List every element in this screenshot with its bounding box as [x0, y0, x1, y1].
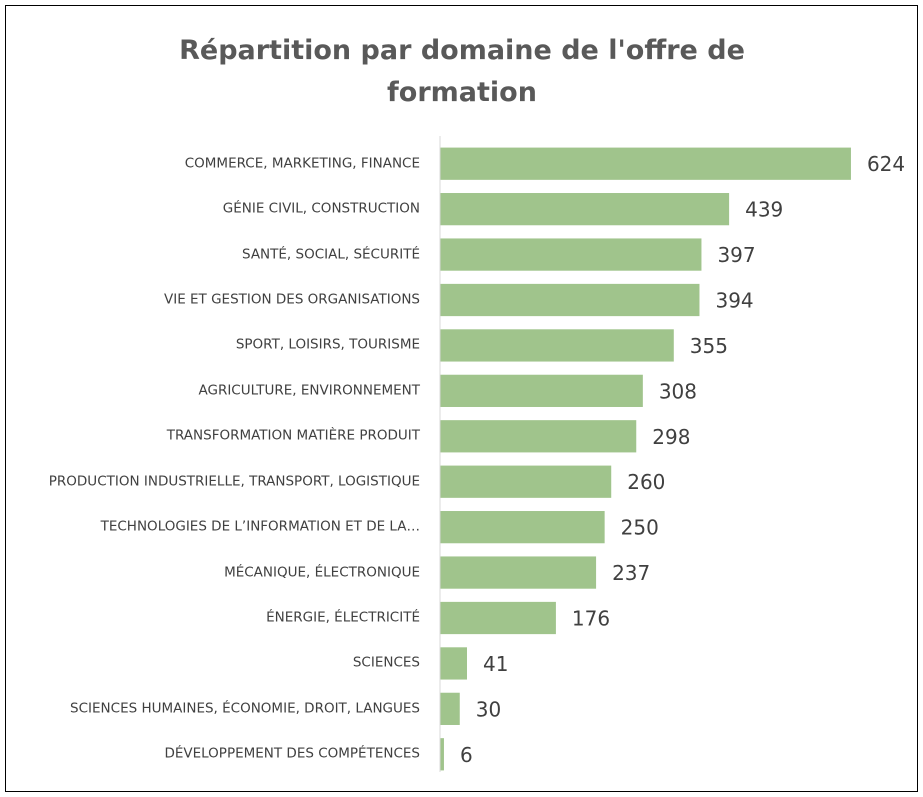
category-label: AGRICULTURE, ENVIRONNEMENT [198, 382, 420, 399]
category-label: ÉNERGIE, ÉLECTRICITÉ [266, 609, 420, 626]
category-label: DÉVELOPPEMENT DES COMPÉTENCES [164, 745, 420, 762]
bar [440, 374, 643, 407]
data-label: 439 [745, 198, 783, 222]
bar [440, 511, 605, 544]
data-label: 41 [483, 652, 508, 676]
bar [440, 556, 597, 589]
data-label: 6 [460, 743, 473, 767]
category-label: SCIENCES HUMAINES, ÉCONOMIE, DROIT, LANG… [70, 700, 420, 717]
bar [440, 420, 637, 453]
category-label: VIE ET GESTION DES ORGANISATIONS [163, 291, 420, 308]
bar [440, 193, 730, 226]
data-label: 298 [652, 425, 690, 449]
category-label: SANTÉ, SOCIAL, SÉCURITÉ [242, 246, 420, 263]
category-label: COMMERCE, MARKETING, FINANCE [184, 155, 420, 172]
data-label: 308 [659, 379, 697, 403]
data-label: 176 [572, 607, 610, 631]
data-label: 237 [612, 561, 650, 585]
bar [440, 329, 674, 362]
category-label: MÉCANIQUE, ÉLECTRONIQUE [224, 564, 420, 581]
category-label: PRODUCTION INDUSTRIELLE, TRANSPORT, LOGI… [48, 473, 420, 490]
category-label: GÉNIE CIVIL, CONSTRUCTION [222, 200, 420, 217]
bar [440, 283, 700, 317]
category-label: TECHNOLOGIES DE L’INFORMATION ET DE LA… [100, 518, 420, 535]
data-label: 250 [621, 516, 659, 540]
category-label: SPORT, LOISIRS, TOURISME [235, 336, 420, 353]
chart-title: Répartition par domaine de l'offre de fo… [179, 35, 745, 108]
data-label: 260 [627, 470, 665, 494]
data-label: 624 [867, 152, 905, 176]
bar [440, 647, 468, 680]
bar [440, 692, 460, 725]
data-label: 394 [715, 289, 753, 313]
category-label: TRANSFORMATION MATIÈRE PRODUIT [166, 427, 420, 444]
bar [440, 738, 444, 771]
data-label: 355 [690, 334, 728, 358]
bar [440, 147, 851, 180]
bar [440, 238, 702, 271]
data-label: 30 [476, 697, 501, 721]
bar [440, 601, 556, 635]
data-label: 397 [717, 243, 755, 267]
category-label: SCIENCES [352, 654, 420, 671]
bar [440, 465, 612, 498]
